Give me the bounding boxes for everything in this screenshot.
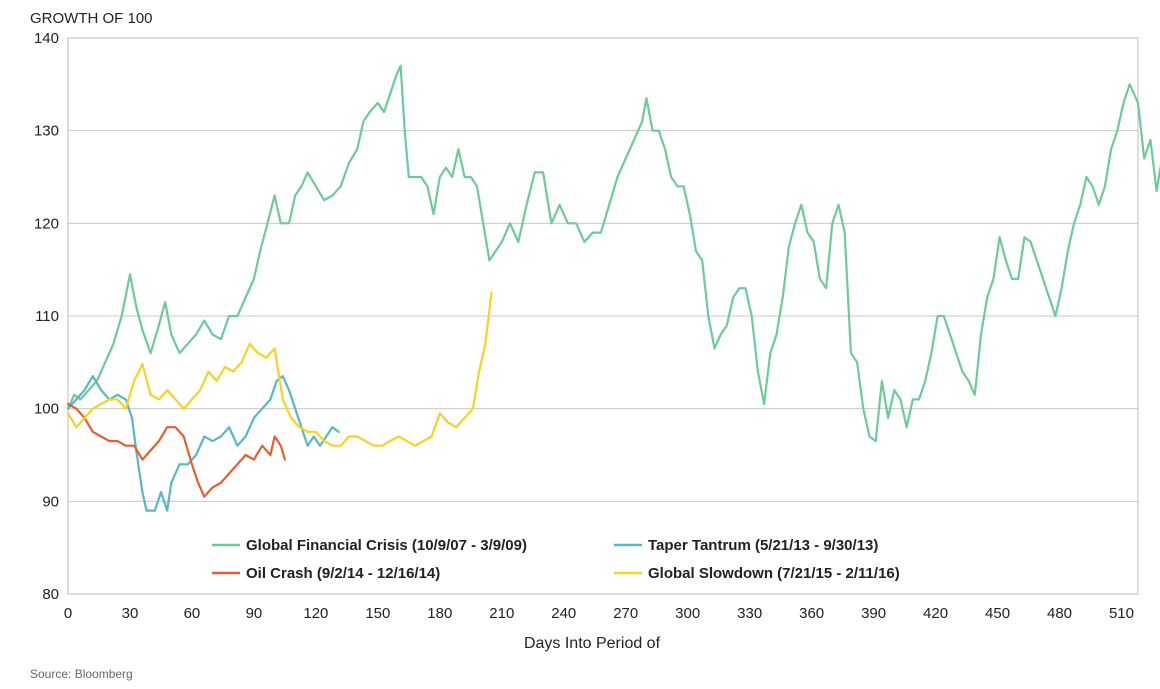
- series-line-1: [66, 64, 1160, 443]
- x-tick-label: 420: [923, 605, 948, 622]
- x-tick-label: 240: [551, 605, 576, 622]
- x-tick-label: 90: [246, 605, 263, 622]
- x-tick-label: 30: [122, 605, 139, 622]
- y-tick-label: 130: [34, 123, 59, 140]
- plot-frame: [67, 37, 1139, 595]
- x-tick-label: 180: [427, 605, 452, 622]
- x-tick-label: 510: [1109, 605, 1134, 622]
- y-tick-label: 120: [34, 215, 59, 232]
- x-tick-label: 150: [365, 605, 390, 622]
- y-axis-title: GROWTH OF 100: [30, 10, 153, 27]
- x-tick-label: 120: [303, 605, 328, 622]
- series-lines: [66, 64, 1160, 512]
- x-tick-label: 330: [737, 605, 762, 622]
- y-tick-label: 110: [35, 308, 59, 325]
- legend-label: Global Financial Crisis (10/9/07 - 3/9/0…: [246, 537, 527, 554]
- legend-label: Taper Tantrum (5/21/13 - 9/30/13): [648, 537, 878, 554]
- series-line-4: [66, 291, 493, 447]
- x-tick-label: 300: [675, 605, 700, 622]
- series-line-2: [66, 375, 340, 512]
- y-tick-label: 140: [34, 30, 59, 47]
- y-tick-label: 100: [34, 401, 59, 418]
- x-tick-label: 60: [184, 605, 201, 622]
- y-tick-labels: 80 90 100 110 120 130 140: [34, 30, 59, 603]
- x-tick-label: 0: [64, 605, 72, 622]
- series-line-3: [66, 402, 286, 498]
- x-tick-label: 450: [985, 605, 1010, 622]
- x-tick-label: 270: [613, 605, 638, 622]
- x-tick-label: 390: [861, 605, 886, 622]
- x-tick-label: 360: [799, 605, 824, 622]
- legend-label: Oil Crash (9/2/14 - 12/16/14): [246, 565, 440, 582]
- x-tick-label: 210: [489, 605, 514, 622]
- y-tick-label: 90: [42, 493, 59, 510]
- source-note: Source: Bloomberg: [30, 667, 133, 681]
- x-tick-label: 480: [1047, 605, 1072, 622]
- legend-label: Global Slowdown (7/21/15 - 2/11/16): [648, 565, 900, 582]
- legend: Global Financial Crisis (10/9/07 - 3/9/0…: [212, 537, 900, 582]
- x-tick-labels: 0 30 60 90 120 150 180 210 240 270 300 330 360 390 420…: [64, 605, 1134, 622]
- x-axis-title: Days Into Period of: [524, 635, 661, 652]
- y-tick-label: 80: [42, 586, 59, 603]
